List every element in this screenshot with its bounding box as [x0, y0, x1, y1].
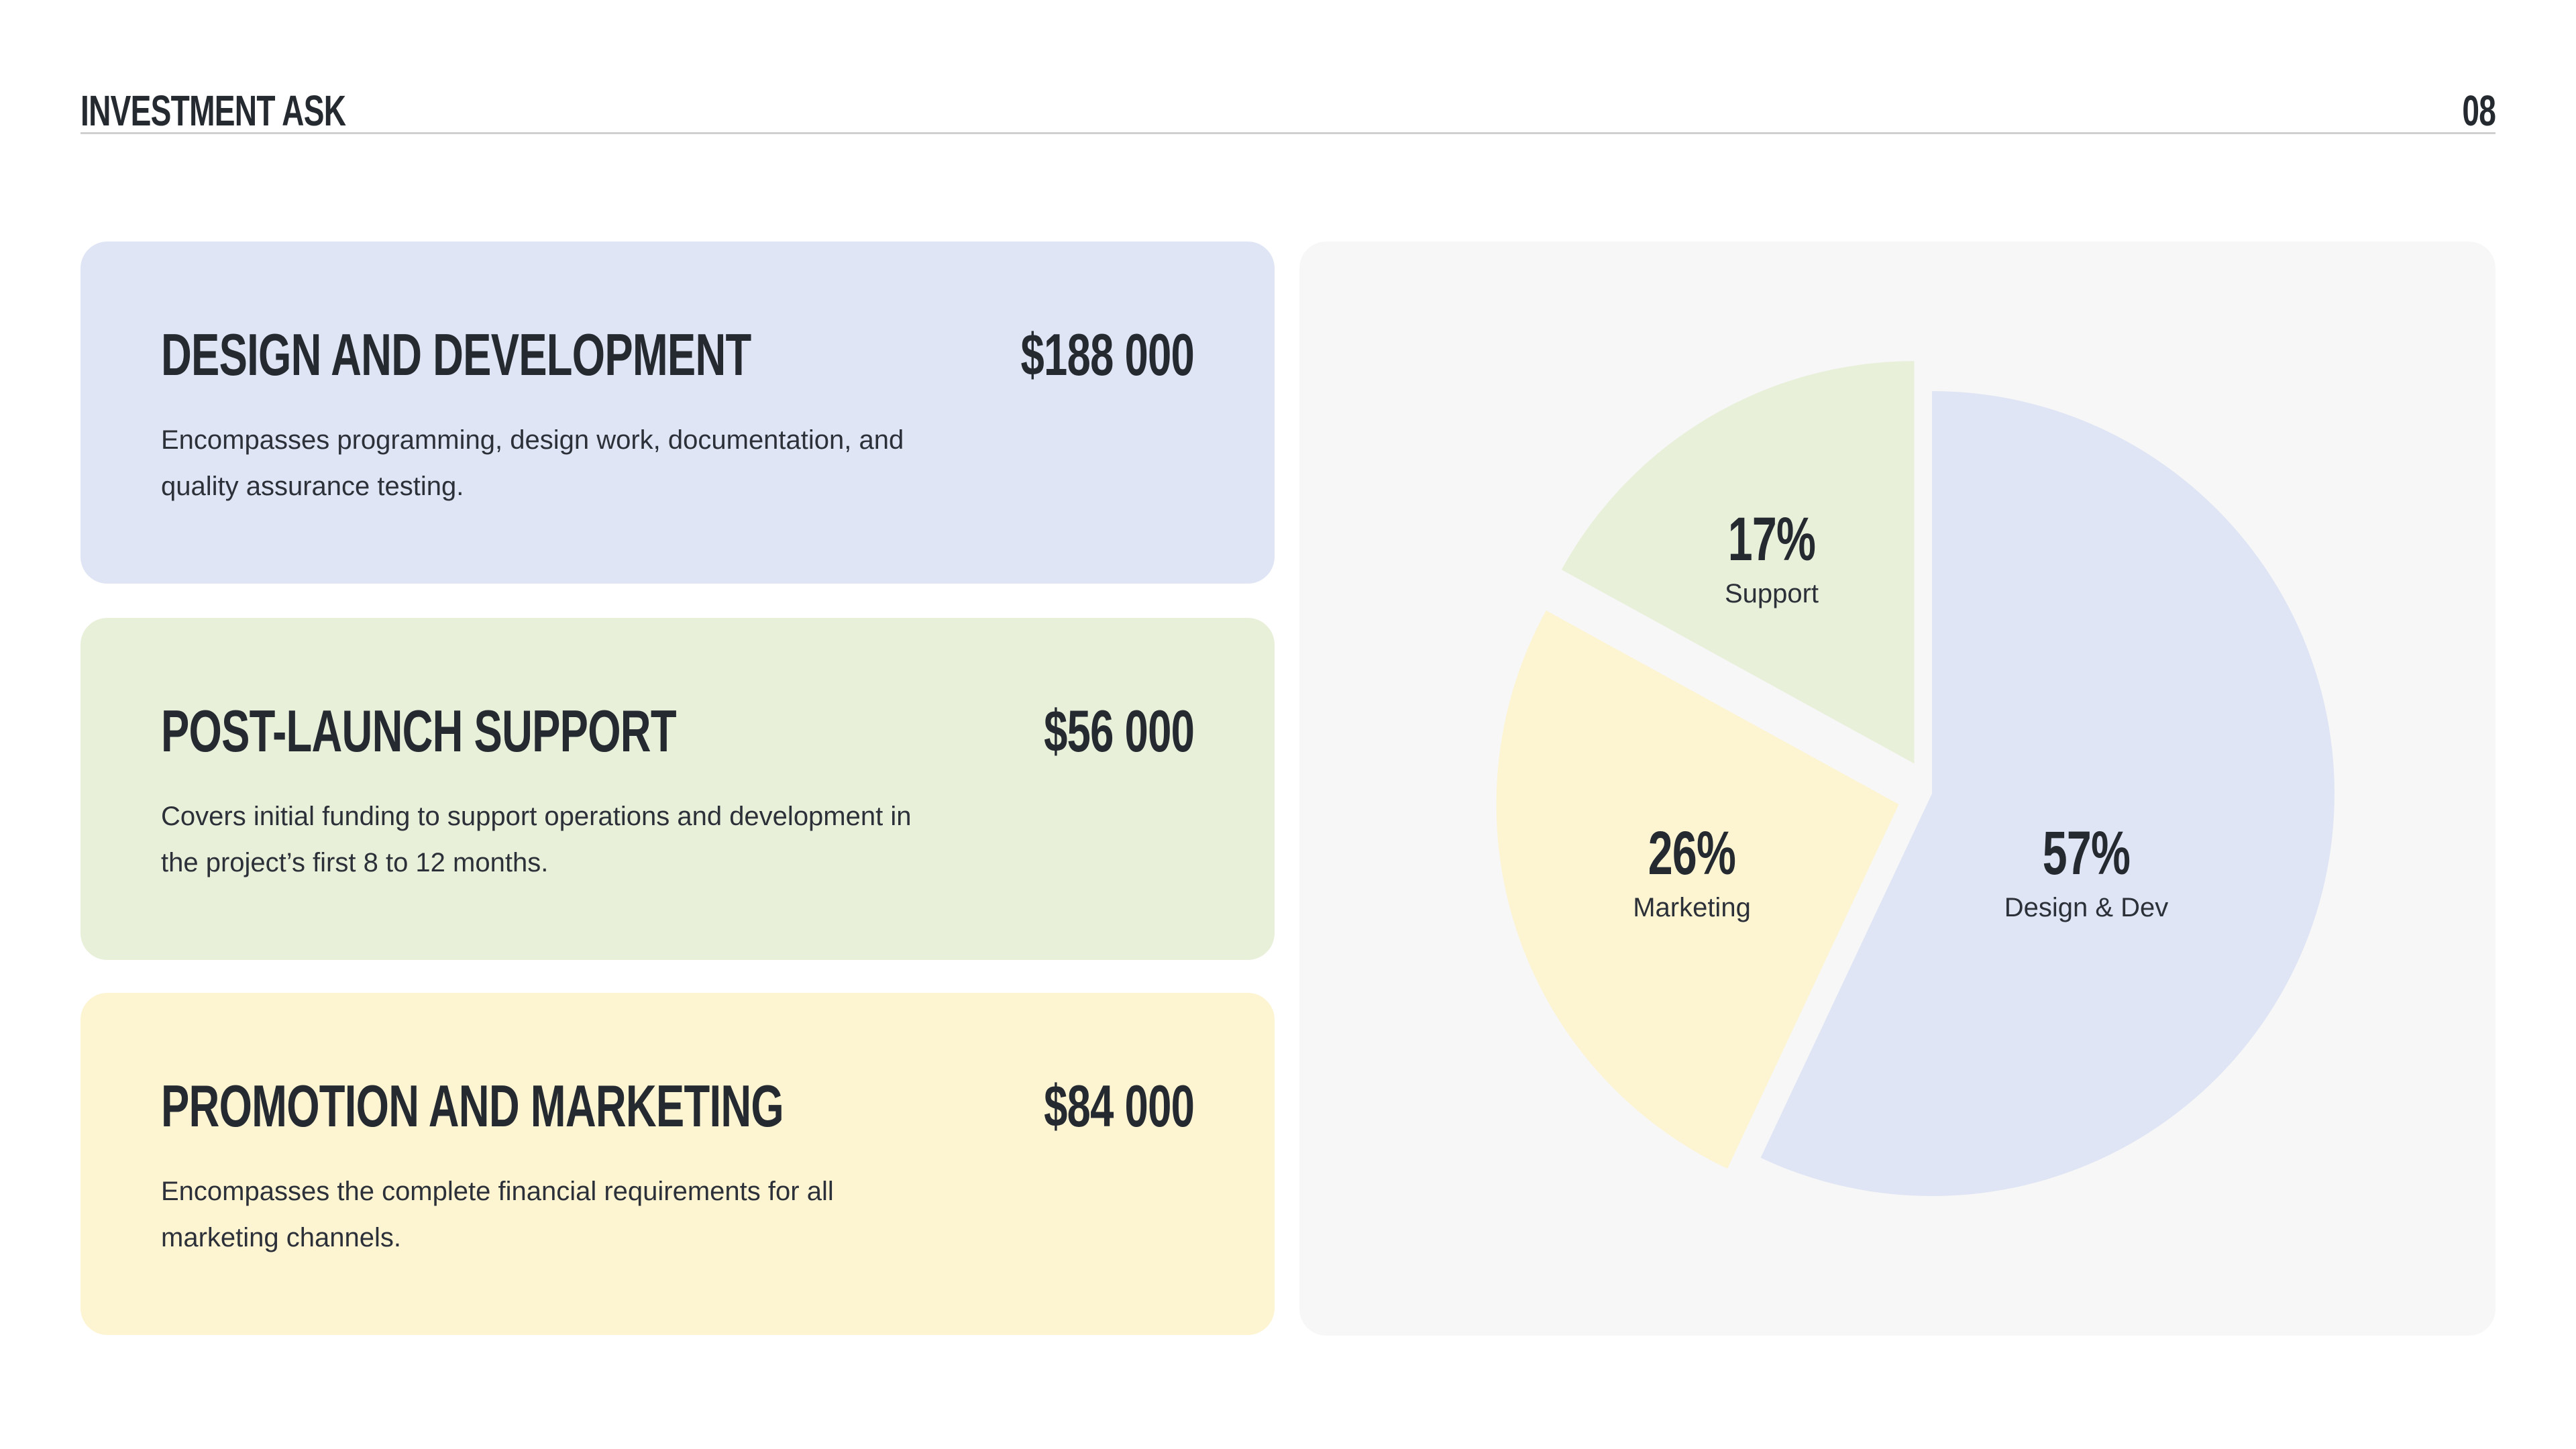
pie-slice-support	[1561, 361, 1915, 764]
slice-percent: 26%	[1648, 819, 1736, 888]
card-title: POST-LAUNCH SUPPORT	[161, 698, 677, 764]
slice-percent: 57%	[2042, 819, 2131, 888]
pie-chart	[1496, 361, 2334, 1196]
slice-percent: 17%	[1727, 505, 1816, 574]
card-description: Covers initial funding to support operat…	[161, 802, 912, 877]
card-description: Encompasses the complete financial requi…	[161, 1177, 834, 1252]
slice-label-design-dev: 57% Design & Dev	[1919, 818, 2254, 923]
slice-name: Support	[1724, 579, 1819, 608]
card-title: PROMOTION AND MARKETING	[161, 1073, 784, 1139]
card-amount: $56 000	[1044, 698, 1195, 764]
header-divider	[80, 132, 2496, 134]
section-title: INVESTMENT ASK	[80, 87, 346, 135]
slice-name: Marketing	[1633, 893, 1751, 922]
card-amount: $188 000	[1020, 321, 1194, 388]
slice-label-marketing: 26% Marketing	[1524, 818, 1860, 923]
pie-slice-marketing	[1496, 610, 1899, 1169]
slice-name: Design & Dev	[2004, 893, 2169, 922]
slice-label-support: 17% Support	[1604, 504, 1939, 609]
card-title: DESIGN AND DEVELOPMENT	[161, 321, 751, 388]
pie-slice-design-dev	[1760, 391, 2334, 1196]
card-promotion-marketing: PROMOTION AND MARKETING $84 000 Encompas…	[80, 993, 1275, 1335]
card-design-development: DESIGN AND DEVELOPMENT $188 000 Encompas…	[80, 241, 1275, 584]
card-post-launch-support: POST-LAUNCH SUPPORT $56 000 Covers initi…	[80, 618, 1275, 960]
card-description: Encompasses programming, design work, do…	[161, 425, 904, 501]
pie-chart-panel: 57% Design & Dev 26% Marketing 17% Suppo…	[1299, 241, 2496, 1336]
page-number: 08	[2462, 87, 2496, 135]
card-amount: $84 000	[1044, 1073, 1195, 1139]
